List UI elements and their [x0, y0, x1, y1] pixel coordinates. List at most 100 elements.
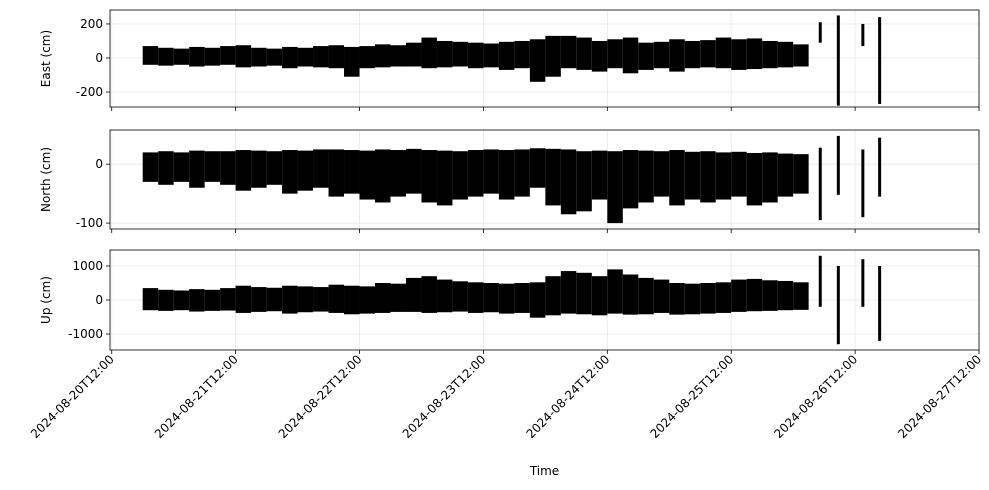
y-tick-label: 0 — [95, 157, 103, 171]
range-band — [467, 282, 484, 313]
range-band — [715, 37, 732, 69]
range-band — [514, 282, 530, 313]
range-band — [251, 47, 267, 67]
range-band — [142, 288, 159, 311]
range-band — [359, 150, 376, 200]
range-band — [607, 269, 623, 314]
range-band — [158, 289, 174, 311]
range-band — [861, 149, 865, 218]
subplot: -1000 0 1000 2024-08-20T12:00 2024-08-21T12:… — [28, 249, 984, 478]
range-band — [297, 150, 314, 191]
range-band — [375, 44, 391, 68]
range-band — [731, 39, 747, 70]
range-band — [359, 286, 376, 314]
x-tick-label: 2024-08-20T12:00 — [28, 352, 117, 441]
range-band — [746, 278, 763, 312]
range-band — [328, 284, 345, 313]
range-band — [700, 151, 716, 203]
range-band — [591, 276, 608, 316]
range-band — [762, 280, 778, 311]
range-band — [421, 37, 437, 69]
range-band — [251, 287, 267, 312]
range-band — [405, 277, 422, 312]
range-band — [282, 285, 298, 314]
range-band — [715, 152, 732, 200]
x-tick-label: 2024-08-21T12:00 — [152, 352, 241, 441]
range-band — [731, 279, 747, 312]
range-band — [669, 39, 685, 72]
range-band — [173, 48, 190, 65]
range-band — [607, 39, 623, 69]
y-axis-label: Up (cm) — [39, 276, 53, 324]
range-band — [313, 46, 329, 68]
axes-frame — [109, 9, 980, 108]
range-band — [684, 151, 701, 200]
axes-frame — [109, 249, 980, 351]
range-band — [762, 40, 778, 69]
y-axis-label: North (cm) — [39, 147, 53, 212]
x-tick-label: 2024-08-26T12:00 — [771, 352, 860, 441]
range-band — [560, 271, 577, 314]
x-tick-label: 2024-08-24T12:00 — [524, 352, 613, 441]
range-band — [436, 150, 453, 206]
range-band — [483, 282, 499, 313]
range-band — [777, 280, 794, 311]
range-band — [669, 282, 685, 315]
range-band — [576, 272, 592, 315]
range-band — [514, 149, 530, 197]
range-band — [390, 150, 406, 197]
y-tick-label: 0 — [95, 51, 103, 65]
range-band — [591, 150, 608, 200]
range-band — [421, 276, 437, 313]
range-band — [266, 287, 283, 312]
x-tick-label: 2024-08-23T12:00 — [400, 352, 489, 441]
range-band — [282, 150, 298, 194]
range-band — [700, 40, 716, 68]
range-band — [266, 48, 283, 66]
range-band — [818, 147, 822, 221]
range-band — [514, 40, 530, 69]
range-band — [142, 46, 159, 65]
range-band — [235, 285, 252, 313]
x-axis-label: Time — [529, 464, 559, 478]
range-band — [204, 151, 221, 182]
range-band — [375, 149, 391, 203]
range-band — [715, 282, 732, 313]
range-band — [235, 150, 252, 191]
y-axis-label: East (cm) — [39, 30, 53, 87]
range-band — [638, 42, 654, 70]
range-band — [545, 148, 561, 206]
range-band — [204, 289, 221, 311]
range-band — [251, 150, 267, 188]
range-band — [421, 150, 437, 203]
range-band — [731, 151, 747, 197]
x-tick-label: 2024-08-22T12:00 — [276, 352, 365, 441]
range-band — [622, 37, 639, 74]
range-band — [777, 41, 794, 68]
range-band — [297, 286, 314, 313]
range-band — [653, 151, 670, 197]
range-band — [405, 148, 422, 194]
range-band — [684, 283, 701, 315]
range-band — [622, 274, 639, 315]
range-band — [700, 282, 716, 314]
range-band — [220, 151, 236, 185]
range-band — [653, 41, 670, 69]
range-band — [622, 150, 639, 209]
range-band — [529, 39, 546, 82]
y-tick-label: 0 — [95, 293, 103, 307]
y-tick-label: 1000 — [72, 259, 103, 273]
subplot: -200 0 200 East (cm) — [39, 9, 980, 111]
range-band — [297, 47, 314, 67]
range-band — [653, 279, 670, 313]
range-band — [684, 40, 701, 69]
range-band — [328, 149, 345, 197]
range-band — [560, 149, 577, 215]
range-band — [576, 151, 592, 212]
range-band — [220, 46, 236, 65]
range-band — [313, 149, 329, 188]
range-band — [173, 290, 190, 311]
range-band — [204, 47, 221, 66]
axes-frame — [109, 129, 980, 230]
range-band — [818, 255, 822, 307]
